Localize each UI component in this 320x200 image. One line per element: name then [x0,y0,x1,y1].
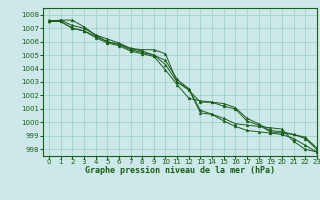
X-axis label: Graphe pression niveau de la mer (hPa): Graphe pression niveau de la mer (hPa) [85,166,275,175]
